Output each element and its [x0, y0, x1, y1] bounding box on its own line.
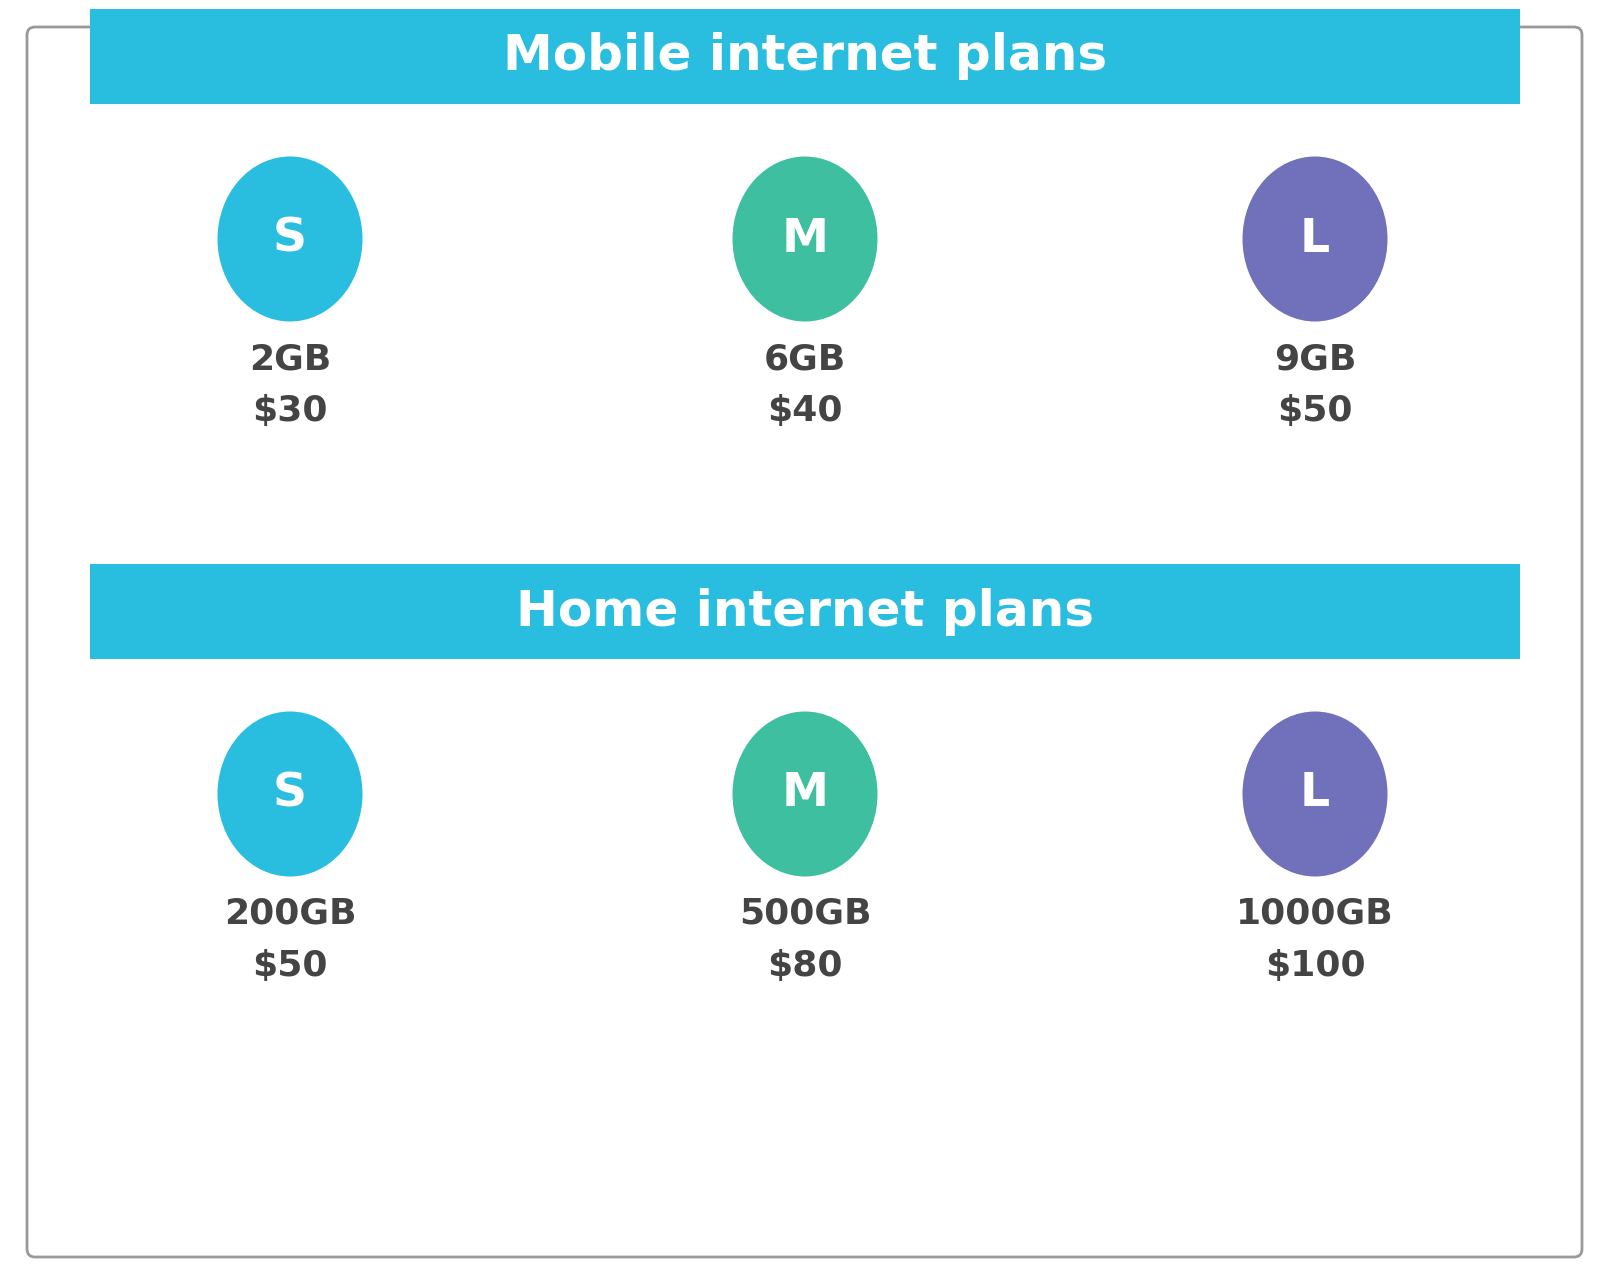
Text: $80: $80 — [767, 949, 843, 984]
Text: $100: $100 — [1265, 949, 1366, 984]
Text: M: M — [782, 217, 829, 262]
Ellipse shape — [1242, 711, 1387, 877]
FancyBboxPatch shape — [90, 9, 1521, 104]
Text: S: S — [274, 772, 307, 817]
Ellipse shape — [217, 711, 362, 877]
Ellipse shape — [732, 711, 877, 877]
Text: $50: $50 — [1278, 394, 1353, 428]
FancyBboxPatch shape — [27, 27, 1582, 1257]
Text: S: S — [274, 217, 307, 262]
Ellipse shape — [732, 157, 877, 321]
Text: $50: $50 — [253, 949, 328, 984]
Text: Home internet plans: Home internet plans — [516, 588, 1094, 636]
Text: L: L — [1300, 772, 1331, 817]
Text: $40: $40 — [767, 394, 843, 428]
Text: 2GB: 2GB — [249, 342, 331, 376]
FancyBboxPatch shape — [90, 564, 1521, 659]
Text: 500GB: 500GB — [739, 898, 870, 931]
Ellipse shape — [217, 157, 362, 321]
Text: 9GB: 9GB — [1274, 342, 1356, 376]
Text: Mobile internet plans: Mobile internet plans — [504, 32, 1107, 81]
Ellipse shape — [1242, 157, 1387, 321]
Text: $30: $30 — [253, 394, 328, 428]
Text: L: L — [1300, 217, 1331, 262]
Text: 6GB: 6GB — [764, 342, 846, 376]
Text: 200GB: 200GB — [224, 898, 356, 931]
Text: M: M — [782, 772, 829, 817]
Text: 1000GB: 1000GB — [1236, 898, 1393, 931]
